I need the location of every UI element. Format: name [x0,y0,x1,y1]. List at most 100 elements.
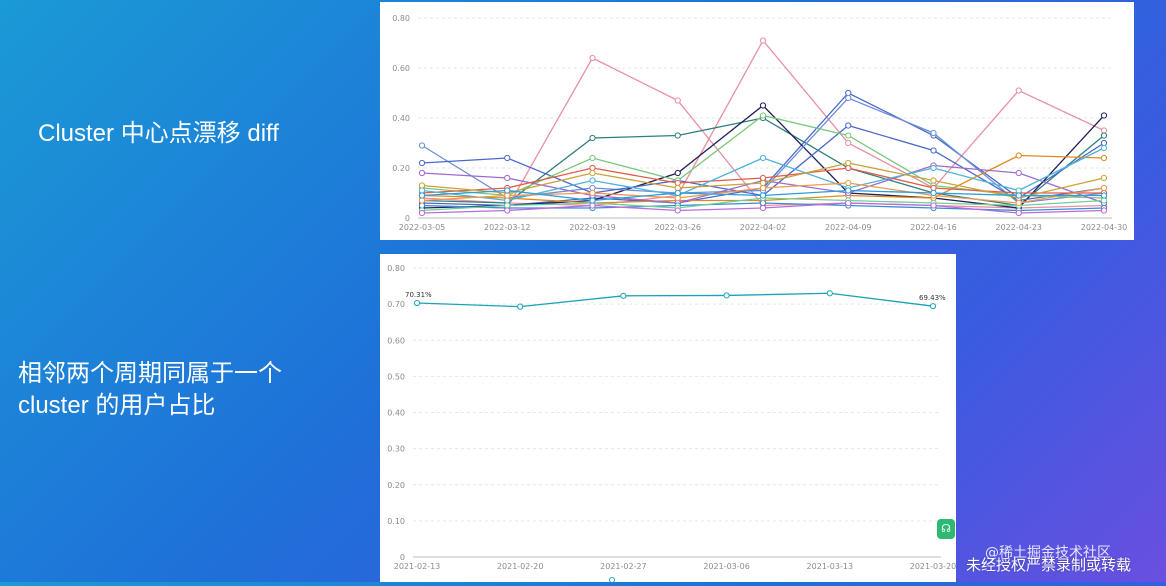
data-point[interactable] [504,187,511,194]
data-point[interactable] [413,299,421,307]
data-point[interactable] [1100,144,1108,152]
data-point[interactable] [1015,87,1022,94]
y-tick-label: 0.30 [387,445,405,454]
data-point[interactable] [759,204,767,212]
data-point[interactable] [674,97,681,104]
data-point[interactable] [1015,192,1022,199]
data-point[interactable] [589,189,596,197]
data-point[interactable] [845,179,852,187]
data-point[interactable] [1015,187,1022,194]
data-point[interactable] [674,207,681,214]
x-tick-label: 2022-04-16 [910,223,957,232]
data-point[interactable] [826,290,833,297]
data-point[interactable] [418,142,426,149]
data-point[interactable] [589,54,596,62]
data-point[interactable] [1100,112,1108,119]
data-point[interactable] [1100,197,1108,204]
data-point[interactable] [845,164,852,172]
data-point[interactable] [845,139,852,147]
data-point[interactable] [517,303,524,310]
data-point[interactable] [723,292,730,299]
data-point[interactable] [418,182,426,189]
data-point[interactable] [674,189,681,197]
data-point[interactable] [930,147,937,154]
data-point[interactable] [504,202,511,209]
data-point[interactable] [674,194,681,202]
data-point[interactable] [845,122,852,129]
data-point[interactable] [589,169,596,177]
data-point[interactable] [1100,184,1108,192]
data-point[interactable] [589,154,596,162]
point-label-first: 70.31% [405,291,432,299]
data-point[interactable] [930,202,937,209]
data-point[interactable] [845,132,852,139]
data-point[interactable] [589,202,596,209]
data-point[interactable] [418,202,426,209]
data-point[interactable] [759,154,767,162]
data-point[interactable] [759,102,767,109]
data-point[interactable] [418,209,426,217]
data-point[interactable] [674,169,681,177]
data-point[interactable] [1100,192,1108,199]
y-tick-label: 0.50 [387,372,405,381]
x-tick-label: 2022-03-12 [484,223,531,232]
x-tick-label: 2021-03-20 [910,562,956,571]
data-point[interactable] [674,132,681,139]
data-point[interactable] [930,164,937,172]
data-point[interactable] [589,134,596,142]
data-point[interactable] [1100,127,1108,134]
y-tick-label: 0.60 [387,336,405,345]
data-point[interactable] [504,207,511,214]
data-point[interactable] [759,179,767,187]
data-point[interactable] [1100,139,1108,147]
data-point[interactable] [759,112,767,119]
data-point[interactable] [845,199,852,207]
data-point[interactable] [418,192,426,199]
data-point[interactable] [504,174,511,182]
data-point[interactable] [589,184,596,192]
x-tick-label: 2022-03-19 [569,223,616,232]
data-point[interactable] [845,187,852,194]
label-line-2: cluster 的用户占比 [18,392,216,419]
data-point[interactable] [589,197,596,204]
data-point[interactable] [1100,154,1108,162]
data-point[interactable] [1100,207,1108,214]
data-point[interactable] [930,189,937,197]
label-same-cluster-ratio: 相邻两个周期同属于一个 cluster 的用户占比 [18,358,282,422]
data-point[interactable] [930,177,937,184]
data-point[interactable] [1015,199,1022,207]
data-point[interactable] [504,154,511,162]
data-point[interactable] [759,184,767,192]
label-line-1: 相邻两个周期同属于一个 [18,360,282,387]
data-point[interactable] [504,197,511,204]
data-point[interactable] [845,159,852,167]
data-point[interactable] [759,37,767,44]
data-point[interactable] [418,187,426,194]
data-point[interactable] [759,174,767,182]
data-point[interactable] [418,169,426,177]
headset-icon[interactable]: ☊ [937,519,955,539]
data-point[interactable] [620,292,627,299]
data-point[interactable] [1100,132,1108,139]
data-point[interactable] [589,177,596,184]
legend-marker[interactable] [609,577,615,583]
data-point[interactable] [504,192,511,199]
data-point[interactable] [759,192,767,199]
y-tick-label: 0.40 [387,409,405,418]
data-point[interactable] [589,164,596,172]
data-point[interactable] [1015,169,1022,177]
data-point[interactable] [674,184,681,192]
data-point[interactable] [1100,174,1108,182]
data-point[interactable] [1015,209,1022,217]
data-point[interactable] [930,184,937,192]
data-point[interactable] [759,199,767,207]
data-point[interactable] [674,179,681,187]
data-point[interactable] [845,89,852,97]
data-point[interactable] [418,197,426,204]
point-label-last: 69.43% [919,294,946,302]
data-point[interactable] [418,159,426,167]
data-point[interactable] [1015,152,1022,159]
data-point[interactable] [930,129,937,137]
data-point[interactable] [845,94,852,102]
data-point[interactable] [929,303,937,310]
